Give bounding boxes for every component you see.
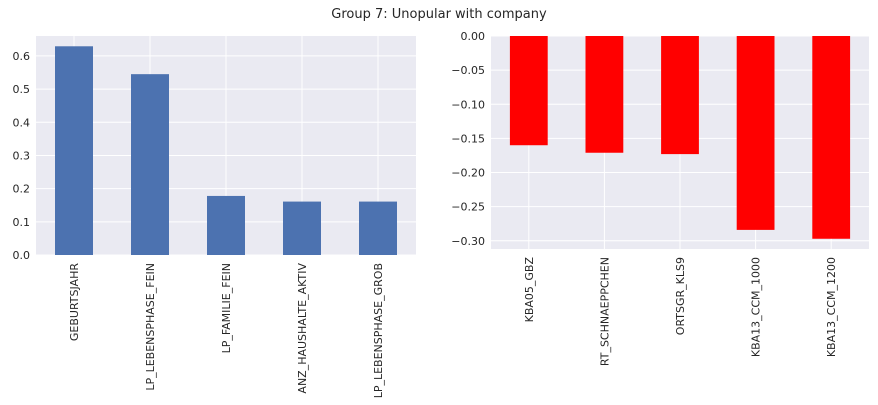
y-tick-label: 0.4 [13,116,31,129]
y-tick-label: 0.6 [13,50,31,63]
bar [207,195,245,255]
bar [812,36,851,239]
bar [585,36,624,153]
y-tick-label: 0.00 [461,30,486,43]
y-tick-label: −0.10 [451,98,485,111]
x-tick-label: LP_FAMILIE_FEIN [220,263,233,353]
y-tick-label: −0.30 [451,235,485,248]
x-tick-label: RT_SCHNAEPPCHEN [598,257,611,366]
right-bar-chart: 0.00 −0.05 −0.10 −0.15 −0.20 −0.25 −0.30 KBA05_… [451,30,869,366]
y-tick-label: −0.05 [451,64,485,77]
x-tick-label: ORTSGR_KLS9 [674,257,687,335]
x-tick-label: LP_LEBENSPHASE_GROB [372,263,385,398]
y-tick-label: −0.25 [451,201,485,214]
bar [736,36,775,230]
figure-title: Group 7: Unopular with company [331,7,547,22]
bar [283,201,321,255]
x-tick-label: GEBURTSJAHR [68,263,81,341]
bar [131,74,169,255]
y-tick-label: 0.1 [13,216,31,229]
y-tick-label: 0.3 [13,149,31,162]
x-tick-label: KBA13_CCM_1200 [825,257,838,357]
y-tick-label: −0.15 [451,132,485,145]
bar [661,36,699,155]
y-tick-label: −0.20 [451,167,485,180]
y-tick-label: 0.2 [13,183,31,196]
bar [55,46,93,255]
bar [359,201,397,255]
bar [509,36,548,146]
x-tick-label: ANZ_HAUSHALTE_AKTIV [296,263,309,394]
left-bar-chart: 0.0 0.1 0.2 0.3 0.4 0.5 0.6 GEBURTSJAHR LP_LEBEN… [13,36,416,398]
y-tick-label: 0.5 [13,83,31,96]
x-tick-label: LP_LEBENSPHASE_FEIN [144,263,157,391]
y-tick-label: 0.0 [13,249,31,262]
x-tick-label: KBA05_GBZ [523,257,536,323]
x-tick-label: KBA13_CCM_1000 [750,257,763,357]
